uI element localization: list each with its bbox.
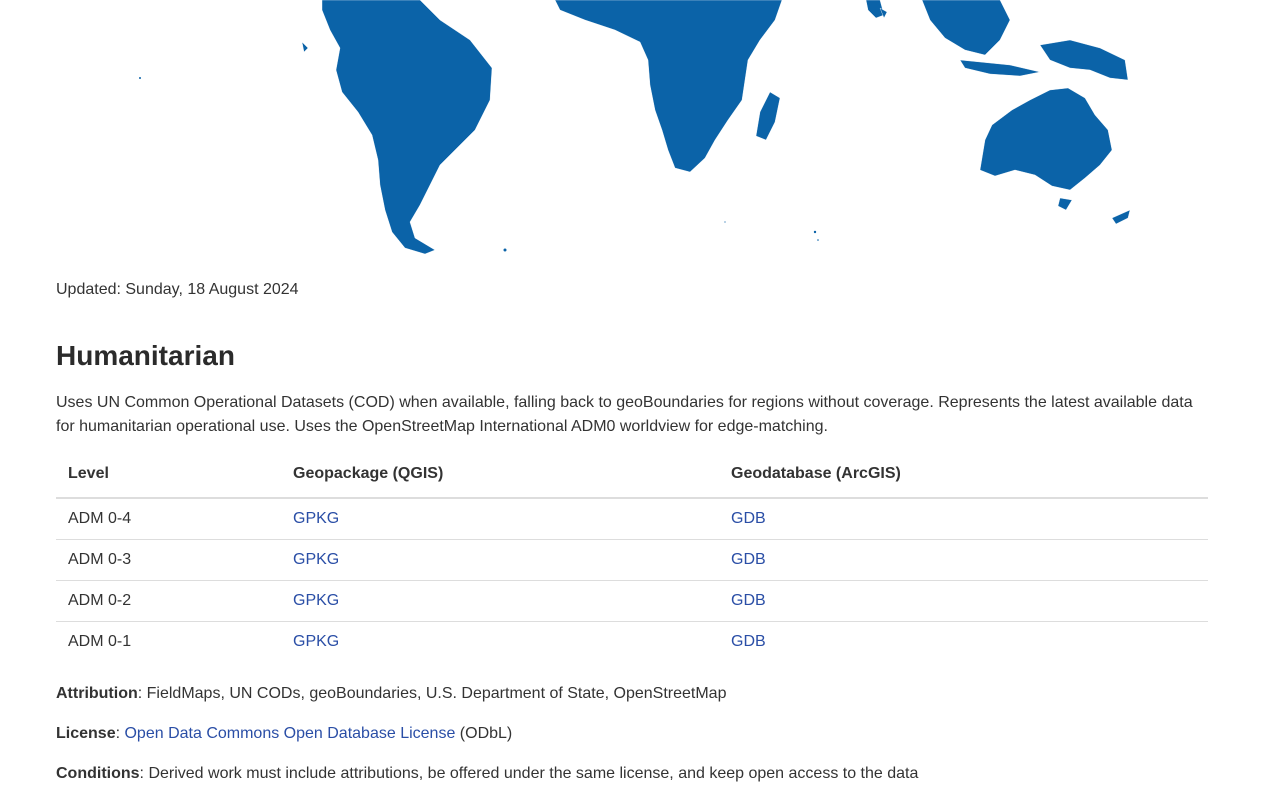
gdb-link[interactable]: GDB [731,510,766,527]
gdb-cell: GDB [719,539,1208,581]
section-title: Humanitarian [56,340,235,371]
africa-shape [554,0,783,173]
gdb-cell: GDB [719,498,1208,540]
south-america-shape [321,0,493,255]
license-label: License [56,725,116,742]
level-cell: ADM 0-1 [68,633,132,650]
level-cell: ADM 0-2 [56,580,281,622]
table-row: ADM 0-2 GPKG GDB [56,580,1208,622]
conditions-text: : Derived work must include attributions… [139,765,919,782]
gdb-link[interactable]: GDB [731,551,766,568]
world-map-icon [139,0,1131,255]
gpkg-cell: GPKG [281,498,719,540]
license-link[interactable]: Open Data Commons Open Database License [124,725,456,742]
license-sep: : [115,725,125,742]
header-geopackage: Geopackage (QGIS) [281,462,719,499]
updated-date: Updated: Sunday, 18 August 2024 [56,281,299,298]
section-description: Uses UN Common Operational Datasets (COD… [56,394,1193,435]
madagascar-shape [755,91,781,141]
gpkg-link[interactable]: GPKG [293,633,340,650]
gpkg-link[interactable]: GPKG [293,551,340,568]
gdb-cell: GDB [719,580,1208,622]
attribution-text: : FieldMaps, UN CODs, geoBoundaries, U.S… [137,685,727,702]
australia-shape [979,87,1113,191]
downloads-table: Level Geopackage (QGIS) Geodatabase (Arc… [56,462,1208,662]
conditions-line: Conditions: Derived work must include at… [56,762,1208,786]
attribution-line: Attribution: FieldMaps, UN CODs, geoBoun… [56,682,1208,706]
gpkg-link[interactable]: GPKG [293,510,340,527]
license-suffix: (ODbL) [455,725,513,742]
gdb-cell: GDB [719,622,1208,663]
level-cell: ADM 0-3 [56,539,281,581]
gpkg-link[interactable]: GPKG [293,592,340,609]
header-level: Level [56,462,281,499]
table-row: ADM 0-1 GPKG GDB [56,622,1208,663]
conditions-label: Conditions [56,765,140,782]
gpkg-cell: GPKG [281,622,719,663]
header-geodatabase: Geodatabase (ArcGIS) [719,462,1208,499]
level-cell: ADM 0-4 [56,498,281,540]
main-content: Updated: Sunday, 18 August 2024 Humanita… [56,278,1208,786]
gpkg-cell: GPKG [281,580,719,622]
gdb-link[interactable]: GDB [731,592,766,609]
table-header-row: Level Geopackage (QGIS) Geodatabase (Arc… [56,462,1208,499]
gdb-link[interactable]: GDB [731,633,766,650]
attribution-label: Attribution [56,685,138,702]
table-row: ADM 0-3 GPKG GDB [56,539,1208,581]
world-map [0,0,1275,262]
gpkg-cell: GPKG [281,539,719,581]
table-row: ADM 0-4 GPKG GDB [56,498,1208,540]
license-line: License: Open Data Commons Open Database… [56,722,1208,746]
